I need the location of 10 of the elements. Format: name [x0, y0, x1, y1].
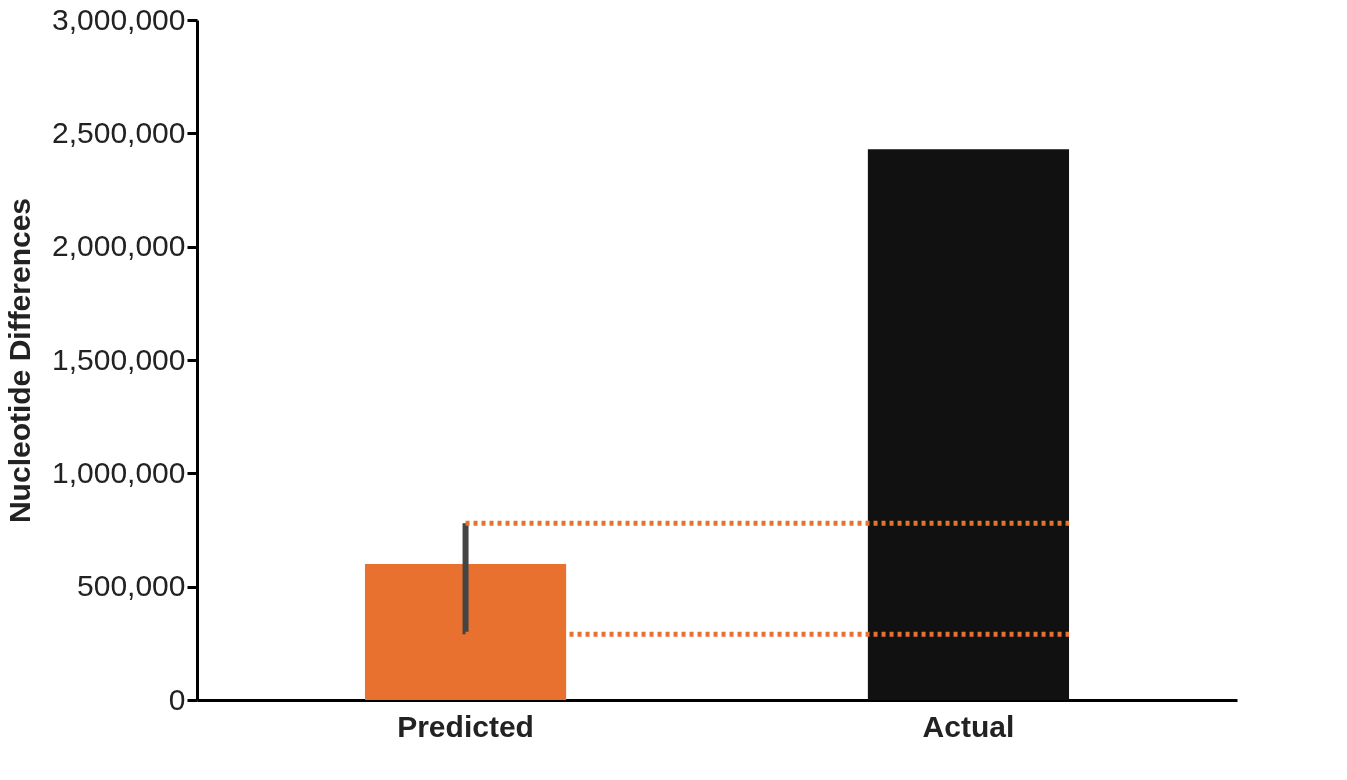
y-axis-title: Nucleotide Differences — [3, 197, 37, 524]
y-tick-label: 1,500,000 — [52, 342, 186, 376]
y-tick-label: 1,000,000 — [52, 455, 186, 489]
x-tick-label: Predicted — [397, 709, 534, 743]
x-tick-label: Actual — [922, 709, 1015, 743]
y-tick-label: 0 — [168, 682, 186, 716]
y-tick-label: 500,000 — [77, 569, 186, 603]
y-tick-label: 2,000,000 — [52, 229, 186, 263]
y-tick-label: 3,000,000 — [52, 2, 186, 36]
y-tick-label: 2,500,000 — [52, 115, 186, 149]
